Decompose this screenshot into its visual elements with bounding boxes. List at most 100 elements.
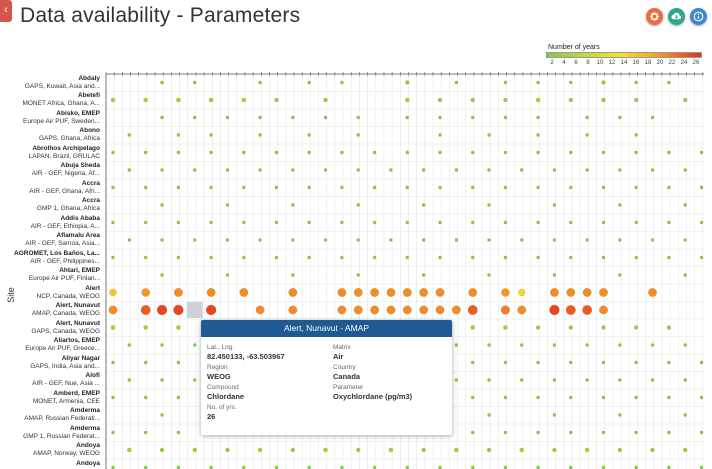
data-point[interactable] xyxy=(386,288,396,297)
data-point[interactable] xyxy=(340,80,344,85)
data-point[interactable] xyxy=(127,133,132,137)
data-point[interactable] xyxy=(176,220,181,225)
data-point[interactable] xyxy=(127,168,132,172)
data-point[interactable] xyxy=(552,343,557,347)
data-point[interactable] xyxy=(193,378,197,382)
data-point[interactable] xyxy=(650,343,655,347)
data-point[interactable] xyxy=(437,97,443,103)
data-point[interactable] xyxy=(536,255,540,260)
data-point[interactable] xyxy=(127,447,132,453)
data-point[interactable] xyxy=(536,80,540,85)
data-point[interactable] xyxy=(337,288,347,297)
data-point[interactable] xyxy=(549,304,560,316)
data-point[interactable] xyxy=(421,203,426,207)
data-point[interactable] xyxy=(667,430,671,435)
data-point[interactable] xyxy=(503,430,508,435)
data-point[interactable] xyxy=(209,150,213,155)
data-point[interactable] xyxy=(127,378,132,382)
data-point[interactable] xyxy=(536,150,540,155)
data-point[interactable] xyxy=(582,304,593,316)
data-point[interactable] xyxy=(144,395,148,400)
data-point[interactable] xyxy=(601,80,606,85)
data-point[interactable] xyxy=(667,395,671,400)
data-point[interactable] xyxy=(683,413,687,417)
data-point[interactable] xyxy=(435,288,445,297)
data-point[interactable] xyxy=(160,203,164,207)
data-point[interactable] xyxy=(274,185,279,190)
data-point[interactable] xyxy=(650,238,655,242)
data-point[interactable] xyxy=(683,447,688,453)
data-point[interactable] xyxy=(568,97,573,103)
data-point[interactable] xyxy=(111,395,115,400)
data-point[interactable] xyxy=(683,168,687,172)
data-point[interactable] xyxy=(274,150,279,155)
data-point[interactable] xyxy=(323,238,328,242)
data-point[interactable] xyxy=(389,238,393,242)
data-point[interactable] xyxy=(601,185,606,190)
data-point[interactable] xyxy=(111,360,115,365)
data-point[interactable] xyxy=(650,378,655,382)
data-point[interactable] xyxy=(618,378,622,382)
data-point[interactable] xyxy=(255,305,265,315)
data-point[interactable] xyxy=(503,97,508,103)
data-point[interactable] xyxy=(159,447,165,453)
data-point[interactable] xyxy=(370,305,380,315)
data-point[interactable] xyxy=(552,378,557,382)
data-point[interactable] xyxy=(160,378,164,382)
data-point[interactable] xyxy=(337,305,347,315)
data-point[interactable] xyxy=(290,447,296,453)
data-point[interactable] xyxy=(536,430,540,435)
data-point[interactable] xyxy=(601,430,606,435)
data-point[interactable] xyxy=(569,220,573,225)
data-point[interactable] xyxy=(356,168,360,172)
data-point[interactable] xyxy=(569,80,573,85)
data-point[interactable] xyxy=(160,273,164,277)
data-point[interactable] xyxy=(585,115,589,120)
data-point[interactable] xyxy=(225,447,230,453)
data-point[interactable] xyxy=(699,360,704,365)
data-point[interactable] xyxy=(402,288,412,297)
data-point[interactable] xyxy=(307,220,311,225)
data-point[interactable] xyxy=(519,447,525,453)
data-point[interactable] xyxy=(405,80,410,85)
data-point[interactable] xyxy=(291,168,295,172)
data-point[interactable] xyxy=(288,288,298,297)
data-point[interactable] xyxy=(405,255,409,260)
data-point[interactable] xyxy=(274,97,279,103)
data-point[interactable] xyxy=(471,150,475,155)
data-point[interactable] xyxy=(618,413,622,417)
data-point[interactable] xyxy=(634,430,638,435)
data-point[interactable] xyxy=(503,360,508,365)
data-point[interactable] xyxy=(634,150,638,155)
data-point[interactable] xyxy=(500,305,511,315)
data-point[interactable] xyxy=(402,305,412,315)
back-button[interactable]: ‹ xyxy=(0,0,12,22)
data-point[interactable] xyxy=(160,115,164,120)
data-point[interactable] xyxy=(405,185,409,190)
data-point[interactable] xyxy=(307,185,311,190)
data-point[interactable] xyxy=(536,395,540,400)
data-point[interactable] xyxy=(421,168,426,172)
data-point[interactable] xyxy=(192,447,198,453)
data-point[interactable] xyxy=(291,115,295,120)
data-point[interactable] xyxy=(470,325,475,330)
data-point[interactable] xyxy=(618,168,622,172)
data-point[interactable] xyxy=(291,203,295,207)
data-point[interactable] xyxy=(176,325,181,330)
data-point[interactable] xyxy=(176,255,181,260)
data-point[interactable] xyxy=(536,465,540,469)
data-point[interactable] xyxy=(471,360,475,365)
data-point[interactable] xyxy=(503,150,508,155)
data-point[interactable] xyxy=(156,304,168,316)
data-point[interactable] xyxy=(618,343,622,347)
data-point[interactable] xyxy=(389,168,393,172)
data-point[interactable] xyxy=(618,238,622,242)
data-point[interactable] xyxy=(356,203,360,207)
data-point[interactable] xyxy=(618,273,622,277)
data-point[interactable] xyxy=(193,343,197,347)
data-point[interactable] xyxy=(650,447,655,453)
data-point[interactable] xyxy=(601,325,606,330)
data-point[interactable] xyxy=(683,343,687,347)
data-point[interactable] xyxy=(617,447,623,453)
data-point[interactable] xyxy=(307,255,311,260)
